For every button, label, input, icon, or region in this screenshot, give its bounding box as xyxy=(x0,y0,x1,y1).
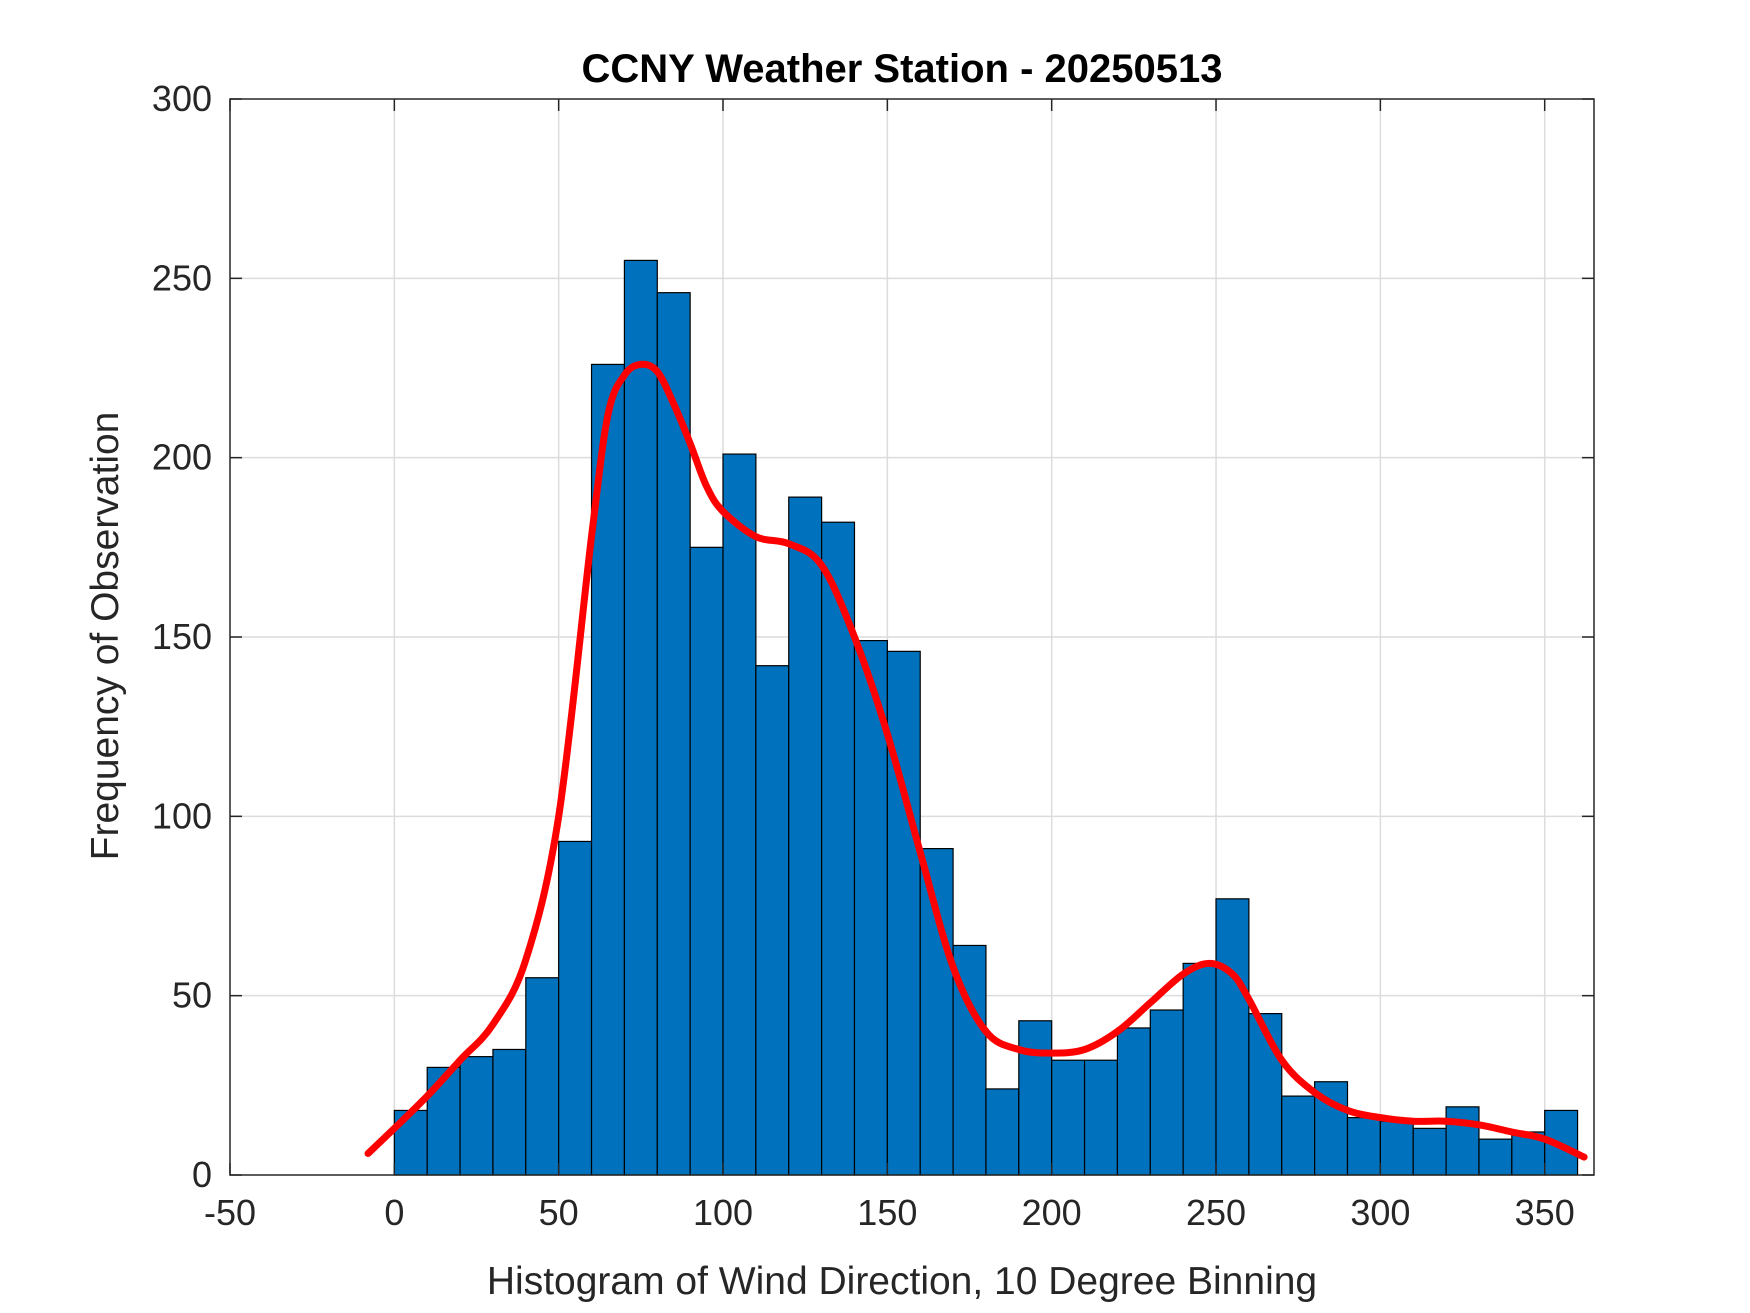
histogram-bar xyxy=(1116,1027,1151,1176)
x-tick-label: 150 xyxy=(857,1192,917,1233)
histogram-bar xyxy=(1182,962,1217,1176)
axes-frame xyxy=(229,98,1595,1176)
histogram-bar xyxy=(722,453,757,1176)
x-tick-labels: -50 0 50 100 150 200 250 300 350 xyxy=(204,1192,1575,1233)
chart-title: CCNY Weather Station - 20250513 xyxy=(582,47,1223,91)
histogram-bar xyxy=(788,496,823,1176)
histogram-bar xyxy=(1445,1106,1480,1176)
y-tick-label: 300 xyxy=(152,78,212,119)
histogram-bar xyxy=(853,639,888,1176)
histogram-bar xyxy=(525,977,560,1176)
x-tick-label: -50 xyxy=(204,1192,256,1233)
histogram-bar xyxy=(755,665,790,1176)
histogram-bar xyxy=(558,840,593,1176)
y-tick-label: 50 xyxy=(172,975,212,1016)
histogram-bar xyxy=(1215,898,1250,1176)
histogram-bar xyxy=(1478,1138,1513,1176)
y-tick-label: 200 xyxy=(152,437,212,478)
x-tick-label: 0 xyxy=(384,1192,404,1233)
histogram-bar xyxy=(1281,1095,1316,1176)
y-tick-label: 100 xyxy=(152,795,212,836)
histogram-bar xyxy=(985,1088,1020,1176)
x-tick-label: 350 xyxy=(1515,1192,1575,1233)
histogram-bar xyxy=(1379,1120,1414,1176)
y-tick-label: 0 xyxy=(192,1154,212,1195)
histogram-bar xyxy=(1018,1020,1053,1176)
histogram-bar xyxy=(459,1056,494,1176)
fit-curve-group xyxy=(364,360,1588,1161)
grid xyxy=(230,99,1594,1175)
x-tick-label: 300 xyxy=(1350,1192,1410,1233)
histogram-bar xyxy=(919,848,954,1176)
histogram-bar xyxy=(689,546,724,1176)
x-tick-label: 50 xyxy=(539,1192,579,1233)
histogram-bar xyxy=(656,292,691,1176)
x-tick-label: 250 xyxy=(1186,1192,1246,1233)
x-tick-label: 200 xyxy=(1022,1192,1082,1233)
x-axis-label: Histogram of Wind Direction, 10 Degree B… xyxy=(487,1260,1317,1303)
histogram-bar xyxy=(1149,1009,1184,1176)
histogram-bar xyxy=(886,650,921,1176)
histogram-bar xyxy=(1083,1059,1119,1176)
fit-curve xyxy=(364,360,1588,1161)
y-axis-label: Frequency of Observation xyxy=(84,412,127,861)
histogram-bar xyxy=(492,1048,527,1176)
histogram-bar xyxy=(623,259,658,1176)
y-tick-labels: 0 50 100 150 200 250 300 xyxy=(152,78,212,1195)
histogram-bar xyxy=(1346,1117,1381,1176)
y-tick-label: 250 xyxy=(152,257,212,298)
x-tick-label: 100 xyxy=(693,1192,753,1233)
histogram-bar xyxy=(1248,1012,1283,1176)
y-tick-label: 150 xyxy=(152,616,212,657)
histogram-bar xyxy=(1412,1127,1447,1176)
histogram-bar xyxy=(1051,1059,1086,1176)
